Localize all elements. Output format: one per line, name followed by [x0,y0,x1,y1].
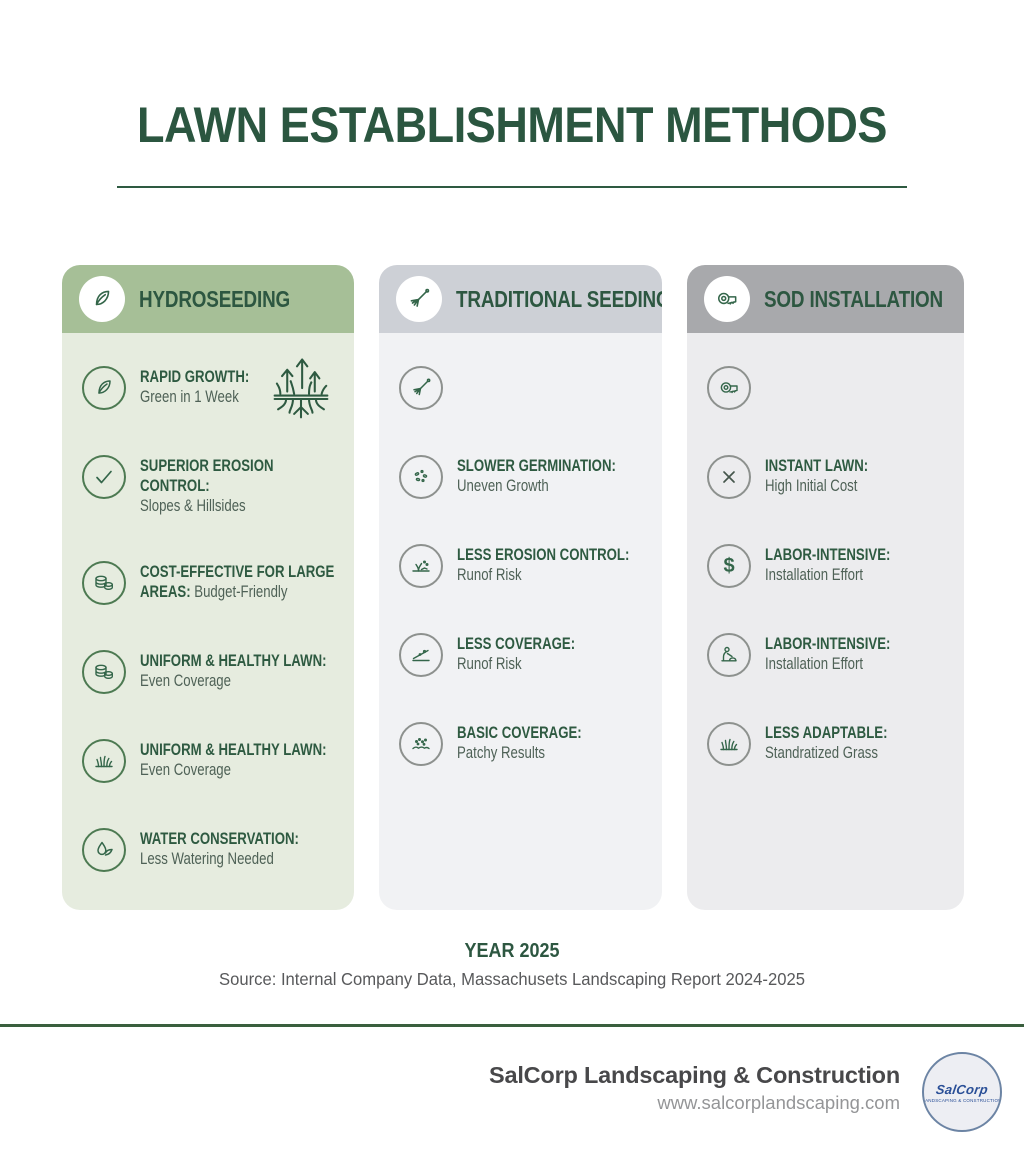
feature-title: SLOWER GERMINATION: [457,457,616,475]
feature-item: LESS ADAPTABLE: Standratized Grass [707,722,958,766]
rake-icon [399,366,443,410]
card-title: TRADITIONAL SEEDING [456,285,662,312]
feature-subtitle: Even Coverage [140,672,231,690]
feature-subtitle: Patchy Results [457,744,546,762]
worker-icon [707,633,751,677]
feature-title: LABOR-INTENSIVE: [765,546,891,564]
feature-subtitle: Less Watering Needed [140,850,274,868]
feature-subtitle: Uneven Growth [457,477,549,495]
feature-item: SUPERIOR EROSION CONTROL: Slopes & Hills… [82,455,348,516]
rake-icon [396,276,442,322]
patchy-icon [399,722,443,766]
logo-wordmark: SalCorp [934,1081,990,1097]
feature-title: LABOR-INTENSIVE: [765,635,891,653]
feature-item: $ LABOR-INTENSIVE: Installation Effort [707,544,958,588]
page-title: LAWN ESTABLISHMENT METHODS [137,97,887,153]
coins-icon [82,650,126,694]
feature-subtitle: Even Coverage [140,761,231,779]
card-hydroseeding-header: HYDROSEEDING [62,265,354,333]
feature-subtitle: Green in 1 Week [140,388,239,406]
title-divider [117,186,907,188]
card-sod-installation-header: SOD INSTALLATION [687,265,964,333]
feature-subtitle: Installation Effort [765,655,864,673]
feature-title: RAPID GROWTH: [140,368,250,386]
feature-subtitle: Standratized Grass [765,744,878,762]
feature-title: UNIFORM & HEALTHY LAWN: [140,741,327,759]
slope-icon [399,633,443,677]
checkmark-icon [82,455,126,499]
feature-subtitle: Budget-Friendly [194,583,288,601]
feature-subtitle: Slopes & Hillsides [140,497,246,515]
card-title: HYDROSEEDING [139,285,291,312]
feature-title: LESS COVERAGE: [457,635,576,653]
feature-title: COST-EFFECTIVE FOR LARGE AREAS: [140,563,335,601]
feature-item [707,366,958,410]
feature-title: UNIFORM & HEALTHY LAWN: [140,652,327,670]
card-traditional-seeding-header: TRADITIONAL SEEDING [379,265,662,333]
method-columns: HYDROSEEDING RAPID GROWTH: Green in 1 We… [62,265,964,910]
feature-item: BASIC COVERAGE: Patchy Results [399,722,656,766]
card-sod-installation: SOD INSTALLATION [687,265,964,910]
card-traditional-seeding-body: SLOWER GERMINATION: Uneven Growth [379,333,662,910]
feature-subtitle: High Initial Cost [765,477,858,495]
feature-title: SUPERIOR EROSION CONTROL: [140,457,274,495]
feature-item: LABOR-INTENSIVE: Installation Effort [707,633,958,677]
feature-item: LESS COVERAGE: Runof Risk [399,633,656,677]
coins-icon [82,561,126,605]
feature-item [399,366,656,410]
company-name: SalCorp Landscaping & Construction [488,1062,900,1088]
feature-item: SLOWER GERMINATION: Uneven Growth [399,455,656,499]
feature-title: LESS EROSION CONTROL: [457,546,630,564]
x-icon [707,455,751,499]
grass-icon [707,722,751,766]
footer-divider [0,1024,1024,1027]
card-hydroseeding: HYDROSEEDING RAPID GROWTH: Green in 1 We… [62,265,354,910]
feature-subtitle: Installation Effort [765,566,864,584]
feature-item: LESS EROSION CONTROL: Runof Risk [399,544,656,588]
card-hydroseeding-body: RAPID GROWTH: Green in 1 Week [62,333,354,910]
card-traditional-seeding: TRADITIONAL SEEDING [379,265,662,910]
growth-arrows-icon [268,356,334,434]
feature-subtitle: Runof Risk [457,566,522,584]
sod-roll-icon [704,276,750,322]
card-sod-installation-body: INSTANT LAWN: High Initial Cost $ LABOR-… [687,333,964,910]
dollar-icon: $ [707,544,751,588]
feature-subtitle: Runof Risk [457,655,522,673]
feature-title: INSTANT LAWN: [765,457,869,475]
leaf-icon [82,366,126,410]
leaf-icon [79,276,125,322]
card-title: SOD INSTALLATION [764,285,943,312]
logo-tagline: LANDSCAPING & CONSTRUCTION [922,1097,1002,1103]
year-label: YEAR 2025 [464,940,560,962]
water-drop-icon [82,828,126,872]
feature-item: UNIFORM & HEALTHY LAWN: Even Coverage [82,650,348,694]
feature-item: COST-EFFECTIVE FOR LARGE AREAS: Budget-F… [82,561,348,605]
seeds-icon [399,455,443,499]
sod-roll-icon [707,366,751,410]
feature-title: LESS ADAPTABLE: [765,724,888,742]
feature-title: BASIC COVERAGE: [457,724,582,742]
feature-item: RAPID GROWTH: Green in 1 Week [82,358,348,419]
source-text: Source: Internal Company Data, Massachus… [219,969,805,989]
brand-block: SalCorp Landscaping & Construction www.s… [489,1062,900,1114]
feature-item: UNIFORM & HEALTHY LAWN: Even Coverage [82,739,348,783]
erosion-icon [399,544,443,588]
feature-item: WATER CONSERVATION: Less Watering Needed [82,828,348,872]
grass-icon [82,739,126,783]
company-website: www.salcorplandscaping.com [657,1092,900,1113]
feature-item: INSTANT LAWN: High Initial Cost [707,455,958,499]
feature-title: WATER CONSERVATION: [140,830,299,848]
company-logo: SalCorp LANDSCAPING & CONSTRUCTION [922,1052,1002,1132]
